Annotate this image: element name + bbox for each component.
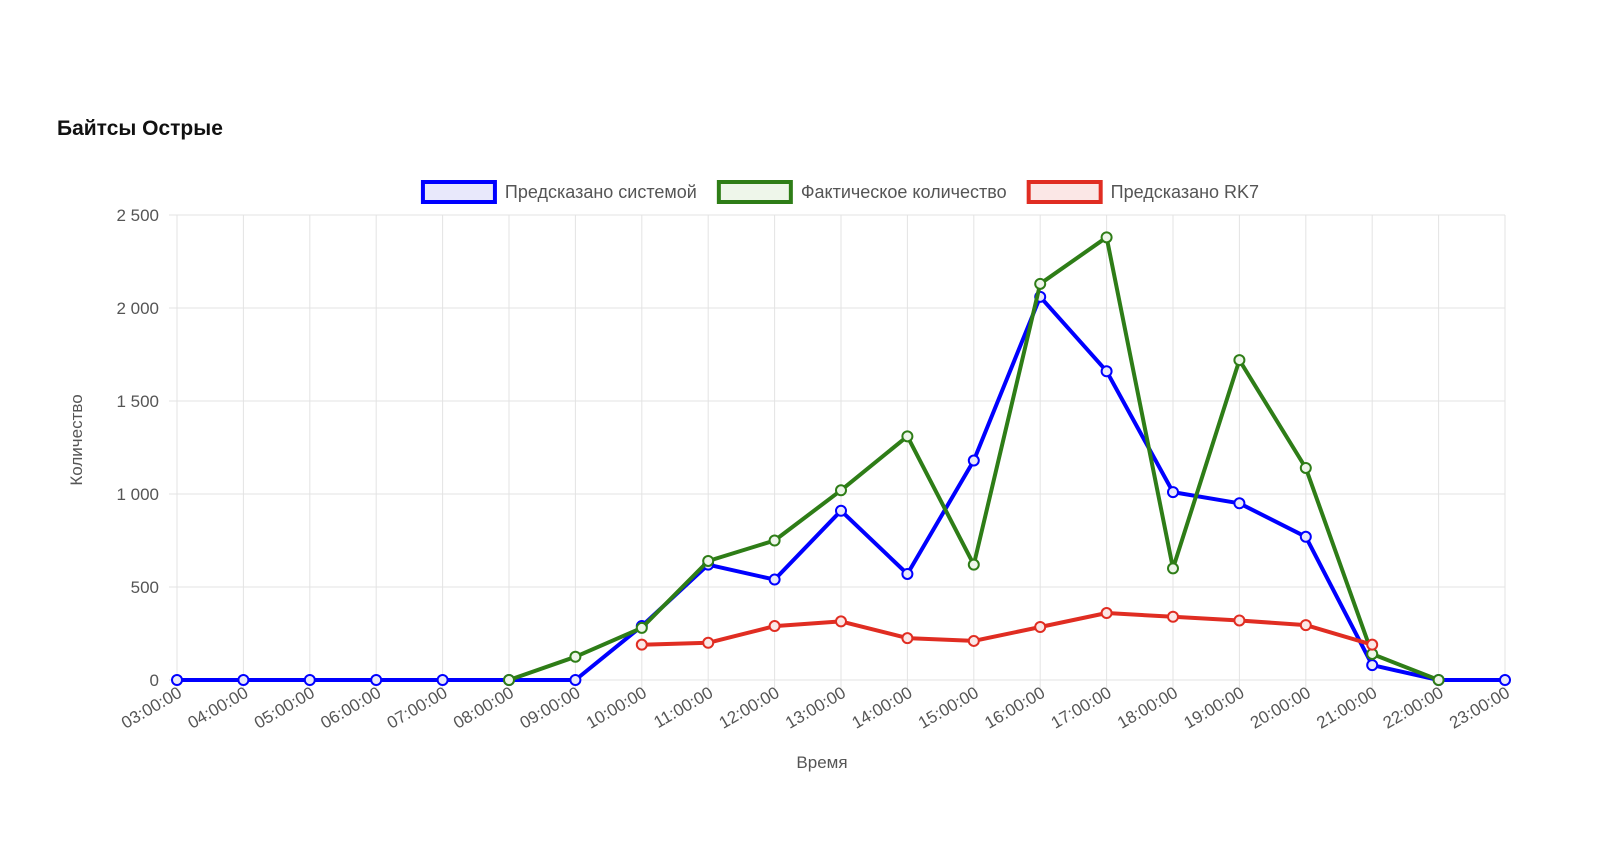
data-point[interactable] [1233,354,1246,367]
data-point[interactable] [768,573,781,586]
x-tick-label: 16:00:00 [981,683,1048,733]
series-lines [171,231,1511,686]
data-point[interactable] [569,650,582,663]
y-axis-ticks: 0 500 1 000 1 500 2 000 2 500 [116,206,159,690]
legend-swatch [716,180,793,204]
x-tick-label: 21:00:00 [1313,683,1380,733]
x-tick-label: 07:00:00 [384,683,451,733]
x-tick-label: 09:00:00 [517,683,584,733]
y-tick-label: 2 000 [116,299,159,318]
data-point[interactable] [835,504,847,517]
data-point[interactable] [237,674,250,686]
data-point[interactable] [503,674,515,686]
data-point[interactable] [1432,674,1445,686]
legend-swatch [420,180,497,204]
y-tick-label: 1 000 [116,485,159,504]
data-point[interactable] [1034,620,1047,633]
x-tick-label: 06:00:00 [317,683,384,733]
data-point[interactable] [835,615,847,628]
x-tick-label: 14:00:00 [849,683,916,733]
data-point[interactable] [1366,638,1379,651]
x-axis-ticks: 03:00:00 04:00:00 05:00:00 06:00:00 07:00:00… [118,683,1513,733]
x-tick-label: 10:00:00 [583,683,650,733]
x-tick-label: 12:00:00 [716,683,783,733]
data-point[interactable] [768,534,781,547]
data-point[interactable] [1100,231,1113,244]
data-point[interactable] [1100,607,1113,620]
data-point[interactable] [1167,562,1179,575]
x-tick-label: 15:00:00 [915,683,982,733]
data-point[interactable] [1299,619,1312,632]
series [635,607,1379,651]
data-point[interactable] [901,430,914,443]
data-point[interactable] [1299,530,1312,543]
series [503,231,1445,686]
data-point[interactable] [1100,365,1113,378]
data-point[interactable] [1366,659,1379,672]
x-tick-label: 08:00:00 [450,683,517,733]
data-point[interactable] [171,674,183,686]
data-point[interactable] [702,636,715,649]
x-tick-label: 04:00:00 [185,683,252,733]
data-point[interactable] [569,674,582,686]
y-tick-label: 2 500 [116,206,159,225]
legend-item[interactable]: Предсказано RK7 [1026,180,1259,204]
data-point[interactable] [901,567,914,580]
data-point[interactable] [835,484,847,497]
data-point[interactable] [967,454,980,467]
data-point[interactable] [901,632,914,645]
x-tick-label: 11:00:00 [650,683,716,732]
x-tick-label: 23:00:00 [1446,683,1513,733]
x-tick-label: 17:00:00 [1048,683,1115,733]
data-point[interactable] [1499,674,1511,686]
x-tick-label: 03:00:00 [118,683,185,733]
data-point[interactable] [1167,486,1179,499]
data-point[interactable] [1034,277,1047,290]
x-tick-label: 19:00:00 [1181,683,1248,733]
series-line [639,611,1375,647]
data-point[interactable] [967,634,980,647]
data-point[interactable] [635,621,648,634]
data-point[interactable] [303,674,316,686]
data-point[interactable] [1233,497,1246,510]
x-tick-label: 05:00:00 [251,683,318,733]
data-point[interactable] [370,674,383,686]
chart-title: Байтсы Острые [57,117,223,140]
y-tick-label: 1 500 [116,392,159,411]
data-point[interactable] [1233,614,1246,627]
legend-swatch [1026,180,1103,204]
x-axis-title: Время [796,753,847,772]
data-point[interactable] [967,558,980,571]
x-tick-label: 13:00:00 [782,683,849,733]
y-axis-title: Количество [67,394,86,485]
legend[interactable]: Предсказано системой Фактическое количест… [420,180,1259,204]
data-point[interactable] [1299,461,1312,474]
x-tick-label: 22:00:00 [1380,683,1447,733]
legend-label: Предсказано системой [505,182,697,202]
data-point[interactable] [1167,610,1179,623]
legend-label: Предсказано RK7 [1111,182,1259,202]
legend-item[interactable]: Предсказано системой [420,180,697,204]
data-point[interactable] [768,620,781,633]
data-point[interactable] [436,674,449,686]
legend-item[interactable]: Фактическое количество [716,180,1007,204]
data-point[interactable] [635,638,648,651]
data-point[interactable] [702,554,715,567]
y-tick-label: 0 [150,671,159,690]
x-tick-label: 18:00:00 [1114,683,1181,733]
x-tick-label: 20:00:00 [1247,683,1314,733]
legend-label: Фактическое количество [801,182,1007,202]
y-tick-label: 500 [131,578,159,597]
